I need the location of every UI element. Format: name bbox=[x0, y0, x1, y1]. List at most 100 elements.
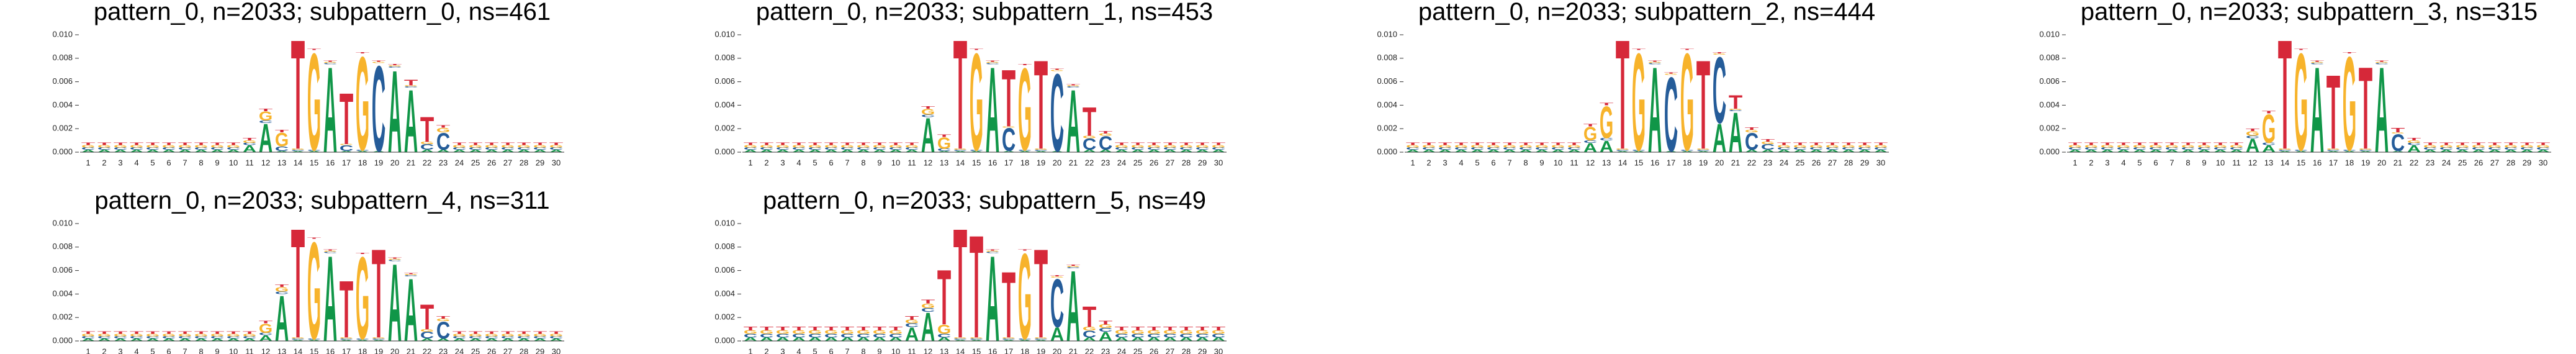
letter: A bbox=[1438, 149, 1452, 153]
letter: C bbox=[146, 147, 160, 150]
letter: T bbox=[2101, 142, 2114, 146]
letter: G bbox=[194, 145, 208, 148]
letter: A bbox=[986, 41, 999, 178]
letter: A bbox=[1777, 149, 1791, 153]
letter: G bbox=[1745, 129, 1759, 133]
x-tick-label: 12 bbox=[1586, 158, 1595, 167]
letter: A bbox=[517, 149, 531, 153]
letter: C bbox=[2343, 150, 2356, 152]
x-tick-label: 13 bbox=[940, 158, 948, 167]
x-tick-label: 26 bbox=[487, 158, 496, 167]
letter: G bbox=[501, 334, 515, 337]
letter: T bbox=[1535, 142, 1549, 146]
letter: C bbox=[1874, 147, 1888, 150]
letter: C bbox=[1793, 147, 1807, 150]
letter: G bbox=[146, 145, 160, 148]
letter: A bbox=[2068, 149, 2082, 153]
letter: A bbox=[340, 151, 353, 153]
letter: G bbox=[1131, 145, 1145, 148]
letter: G bbox=[840, 330, 854, 335]
x-tick-label: 6 bbox=[1491, 158, 1495, 167]
letter: G bbox=[2326, 148, 2340, 150]
x-tick-label: 8 bbox=[861, 347, 865, 354]
x-tick-label: 21 bbox=[407, 158, 415, 167]
letter: C bbox=[291, 150, 305, 152]
letter: T bbox=[776, 326, 790, 332]
letter: T bbox=[1034, 34, 1048, 176]
letter: C bbox=[1147, 333, 1161, 338]
letter: A bbox=[1196, 337, 1210, 342]
letter: T bbox=[227, 331, 240, 335]
letter: C bbox=[436, 317, 450, 344]
letter: G bbox=[1793, 145, 1807, 148]
letter: G bbox=[1196, 145, 1209, 148]
letter: T bbox=[857, 142, 870, 146]
letter: T bbox=[388, 64, 402, 66]
letter: A bbox=[1519, 149, 1533, 153]
x-tick-label: 9 bbox=[2202, 158, 2206, 167]
x-tick-label: 29 bbox=[536, 158, 544, 167]
x-tick-label: 14 bbox=[1618, 158, 1627, 167]
letter: A bbox=[970, 340, 983, 342]
letter: C bbox=[194, 335, 208, 339]
letter: C bbox=[2536, 147, 2550, 150]
letter: C bbox=[937, 148, 951, 152]
letter: G bbox=[2488, 145, 2502, 148]
letter: T bbox=[162, 331, 176, 335]
x-tick-label: 5 bbox=[1475, 158, 1479, 167]
letter: A bbox=[1018, 151, 1032, 153]
letter: C bbox=[323, 63, 337, 65]
x-tick-label: 10 bbox=[891, 158, 900, 167]
letter: T bbox=[517, 331, 531, 335]
letter: C bbox=[307, 338, 321, 340]
letter: G bbox=[517, 334, 531, 337]
letter: T bbox=[243, 137, 256, 141]
letter: A bbox=[953, 340, 967, 342]
letter: A bbox=[1600, 138, 1613, 157]
y-tick-label: 0.000 bbox=[52, 147, 73, 156]
letter: C bbox=[873, 147, 886, 150]
letter: C bbox=[130, 335, 143, 339]
letter: T bbox=[501, 331, 515, 335]
letter: A bbox=[227, 149, 240, 153]
letter: C bbox=[953, 150, 967, 152]
letter: T bbox=[2278, 7, 2292, 183]
letter: A bbox=[388, 45, 402, 177]
letter: T bbox=[420, 109, 434, 149]
x-tick-label: 13 bbox=[2264, 158, 2273, 167]
letter: G bbox=[1066, 85, 1080, 87]
letter: C bbox=[2068, 147, 2082, 150]
letter: C bbox=[1470, 147, 1484, 150]
letter: C bbox=[953, 338, 967, 340]
x-tick-label: 23 bbox=[1101, 347, 1110, 354]
letter: G bbox=[2278, 148, 2292, 150]
x-tick-label: 26 bbox=[487, 347, 496, 354]
x-tick-label: 29 bbox=[536, 347, 544, 354]
x-tick-label: 24 bbox=[455, 158, 464, 167]
x-tick-label: 30 bbox=[552, 158, 561, 167]
y-tick-label: 0.008 bbox=[52, 242, 73, 251]
letter: C bbox=[840, 147, 854, 150]
x-tick-label: 4 bbox=[2121, 158, 2125, 167]
letter: A bbox=[404, 71, 418, 172]
x-tick-label: 18 bbox=[2345, 158, 2354, 167]
letter: A bbox=[2310, 41, 2324, 178]
letter: G bbox=[2197, 145, 2211, 148]
letter: C bbox=[1696, 150, 1710, 152]
x-tick-label: 28 bbox=[1182, 347, 1191, 354]
letter: T bbox=[2375, 60, 2389, 62]
letter: G bbox=[2246, 130, 2259, 137]
letter: T bbox=[1406, 142, 1420, 146]
letter: C bbox=[1212, 333, 1226, 338]
letter: A bbox=[792, 337, 806, 342]
x-tick-label: 11 bbox=[907, 347, 916, 354]
letter: T bbox=[453, 331, 466, 335]
letter: C bbox=[808, 333, 822, 338]
y-tick-label: 0.002 bbox=[714, 312, 735, 322]
letter: T bbox=[1503, 142, 1516, 146]
letter: A bbox=[243, 143, 256, 155]
y-tick-label: 0.010 bbox=[2039, 29, 2060, 39]
letter: T bbox=[97, 142, 111, 146]
letter: G bbox=[905, 319, 919, 325]
letter: G bbox=[1761, 141, 1775, 145]
